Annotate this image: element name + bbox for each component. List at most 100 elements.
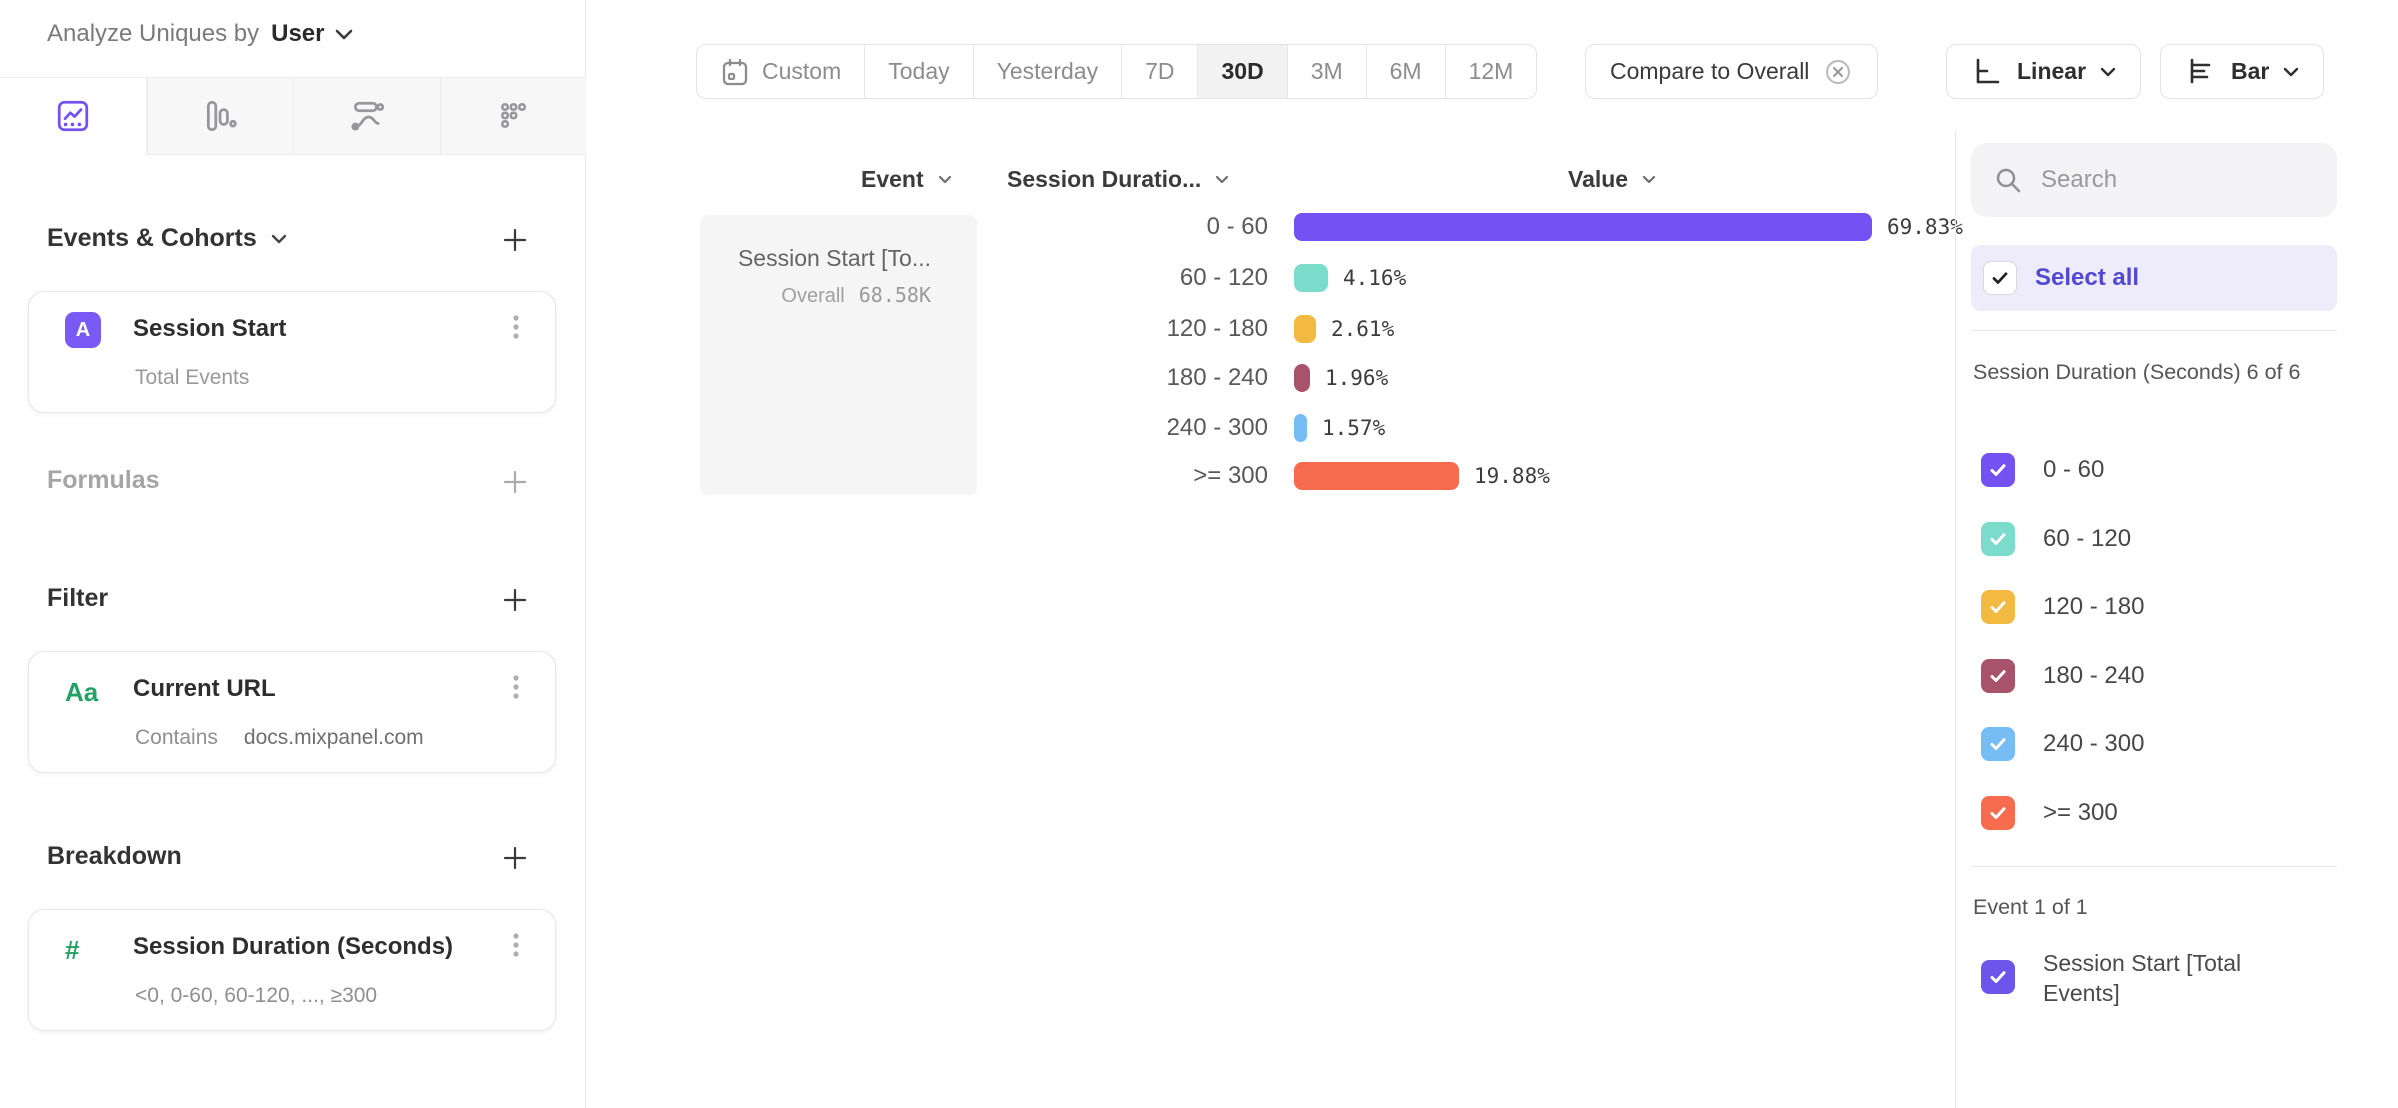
breakdown-card-session-duration[interactable]: # Session Duration (Seconds) <0, 0-60, 6… <box>28 909 556 1031</box>
checkbox-checked[interactable] <box>1981 960 2015 994</box>
bar-row: 60 - 120 4.16% <box>1010 261 1406 295</box>
filter-card-current-url[interactable]: Aa Current URL Contains docs.mixpanel.com <box>28 651 556 773</box>
breakdown-label: Breakdown <box>47 842 182 870</box>
scale-label: Linear <box>2017 58 2087 84</box>
bar-segment[interactable] <box>1294 315 1316 343</box>
legend-group-breakdown-label: Session Duration (Seconds) 6 of 6 <box>1973 360 2301 384</box>
formulas-label: Formulas <box>47 466 160 494</box>
event-row-cell[interactable]: Session Start [To... Overall 68.58K <box>700 215 977 495</box>
events-cohorts-header[interactable]: Events & Cohorts <box>47 224 287 253</box>
breakdown-card-title: Session Duration (Seconds) <box>133 933 454 960</box>
flows-tab-icon <box>349 98 385 134</box>
select-all-row[interactable]: Select all <box>1971 245 2337 311</box>
add-formula-button[interactable] <box>497 464 533 500</box>
bar-row: 180 - 240 1.96% <box>1010 361 1388 395</box>
legend-item-0-60[interactable]: 0 - 60 <box>1981 453 2104 487</box>
compare-to-overall-button[interactable]: Compare to Overall <box>1585 44 1879 99</box>
tab-funnels[interactable] <box>146 78 293 155</box>
breakdown-card-buckets[interactable]: <0, 0-60, 60-120, ..., ≥300 <box>135 984 378 1007</box>
bar-row: 240 - 300 1.57% <box>1010 411 1385 445</box>
chevron-down-icon <box>2283 67 2299 77</box>
tab-flows[interactable] <box>293 78 440 155</box>
legend-item-gte-300[interactable]: >= 300 <box>1981 796 2118 830</box>
right-panel-divider <box>1955 130 1956 1108</box>
date-range-7d[interactable]: 7D <box>1121 45 1197 98</box>
filter-label: Filter <box>47 584 109 612</box>
date-range-today[interactable]: Today <box>864 45 972 98</box>
category-label: 240 - 300 <box>1166 414 1268 441</box>
bar-row: >= 300 19.88% <box>1010 459 1550 493</box>
search-input[interactable] <box>2041 166 2315 194</box>
category-label: 0 - 60 <box>1206 213 1268 240</box>
event-card-session-start[interactable]: A Session Start Total Events <box>28 291 556 413</box>
chevron-down-icon <box>1215 175 1229 184</box>
filter-card-title: Current URL <box>133 675 276 702</box>
event-letter-badge: A <box>65 312 101 348</box>
date-range-yesterday[interactable]: Yesterday <box>972 45 1121 98</box>
checkbox-checked[interactable] <box>1981 522 2015 556</box>
select-all-label: Select all <box>2035 264 2140 291</box>
tab-retention[interactable] <box>439 78 586 155</box>
bar-segment[interactable] <box>1294 264 1328 292</box>
analyze-value: User <box>271 20 325 47</box>
event-name: Session Start [To... <box>737 245 931 271</box>
bar-segment[interactable] <box>1294 364 1310 392</box>
analyze-value-dropdown[interactable]: User <box>271 20 352 48</box>
bar-segment[interactable] <box>1294 414 1307 442</box>
chevron-down-icon <box>271 234 287 244</box>
select-all-checkbox[interactable] <box>1983 261 2017 295</box>
category-label: >= 300 <box>1193 462 1268 489</box>
category-label: 120 - 180 <box>1166 315 1268 342</box>
legend-item-180-240[interactable]: 180 - 240 <box>1981 659 2144 693</box>
column-header-breakdown[interactable]: Session Duratio... <box>1007 166 1229 193</box>
kebab-menu-icon[interactable] <box>499 670 533 710</box>
tab-insights[interactable] <box>0 78 147 155</box>
checkbox-checked[interactable] <box>1981 659 2015 693</box>
legend-item-120-180[interactable]: 120 - 180 <box>1981 590 2144 624</box>
filter-header: Filter <box>47 584 108 613</box>
breakdown-header: Breakdown <box>47 842 182 871</box>
linear-axis-icon <box>1971 56 2003 88</box>
checkbox-checked[interactable] <box>1981 727 2015 761</box>
add-breakdown-button[interactable] <box>497 840 533 876</box>
filter-value[interactable]: docs.mixpanel.com <box>243 726 424 749</box>
checkbox-checked[interactable] <box>1981 796 2015 830</box>
add-event-button[interactable] <box>497 222 533 258</box>
bar-segment[interactable] <box>1294 213 1872 241</box>
bar-row: 120 - 180 2.61% <box>1010 312 1394 346</box>
legend-item-60-120[interactable]: 60 - 120 <box>1981 522 2131 556</box>
column-header-value[interactable]: Value <box>1568 166 1656 193</box>
value-label: 1.57% <box>1322 416 1386 440</box>
checkbox-checked[interactable] <box>1981 453 2015 487</box>
column-header-event[interactable]: Event <box>861 166 952 193</box>
event-card-subtitle[interactable]: Total Events <box>135 366 250 389</box>
filter-card-condition[interactable]: Contains docs.mixpanel.com <box>135 726 424 750</box>
date-range-30d[interactable]: 30D <box>1197 45 1287 98</box>
chart-type-selector-button[interactable]: Bar <box>2160 44 2325 99</box>
close-circle-icon[interactable] <box>1823 57 1853 87</box>
filter-operator[interactable]: Contains <box>135 726 218 749</box>
category-label: 180 - 240 <box>1166 364 1268 391</box>
checkbox-checked[interactable] <box>1981 590 2015 624</box>
legend-search[interactable] <box>1971 143 2337 217</box>
legend-item-240-300[interactable]: 240 - 300 <box>1981 727 2144 761</box>
kebab-menu-icon[interactable] <box>499 928 533 968</box>
kebab-menu-icon[interactable] <box>499 310 533 350</box>
value-label: 69.83% <box>1887 215 1963 239</box>
bar-segment[interactable] <box>1294 462 1459 490</box>
divider <box>1971 866 2337 867</box>
event-overall: Overall 68.58K <box>781 283 931 307</box>
legend-item-session-start[interactable]: Session Start [Total Events] <box>1981 948 2293 1008</box>
chevron-down-icon <box>2100 67 2116 77</box>
event-card-title: Session Start <box>133 315 287 342</box>
scale-selector-button[interactable]: Linear <box>1946 44 2142 99</box>
date-range-custom[interactable]: Custom <box>697 45 864 98</box>
insights-tab-icon <box>55 98 91 134</box>
report-tabstrip <box>0 77 586 155</box>
date-range-3m[interactable]: 3M <box>1286 45 1366 98</box>
date-range-6m[interactable]: 6M <box>1365 45 1445 98</box>
add-filter-button[interactable] <box>497 582 533 618</box>
calendar-icon <box>720 57 750 87</box>
date-range-12m[interactable]: 12M <box>1444 45 1537 98</box>
